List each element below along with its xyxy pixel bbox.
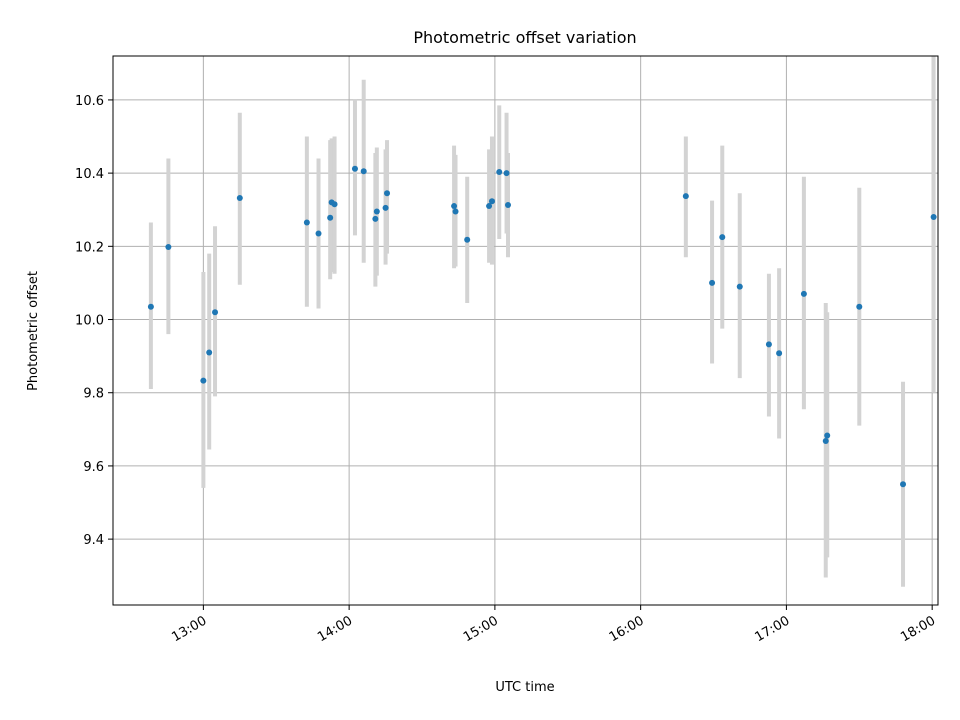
chart-title: Photometric offset variation: [413, 28, 636, 47]
data-point: [930, 214, 937, 221]
x-axis-label: UTC time: [495, 680, 554, 695]
data-point: [384, 190, 391, 197]
y-tick-label: 9.8: [83, 387, 104, 402]
data-point: [372, 215, 379, 222]
data-point: [351, 165, 358, 172]
data-point: [451, 203, 458, 210]
data-point: [709, 279, 716, 286]
data-point: [765, 341, 772, 348]
data-point: [331, 201, 338, 208]
y-tick-label: 10.4: [75, 167, 104, 182]
y-tick-label: 10.6: [75, 94, 104, 109]
data-point: [206, 349, 213, 356]
y-tick-label: 10.0: [75, 314, 104, 329]
data-point: [212, 309, 219, 316]
data-point: [503, 170, 510, 177]
data-point: [452, 208, 459, 215]
data-point: [856, 303, 863, 310]
y-tick-label: 9.4: [83, 533, 104, 548]
data-point: [486, 203, 493, 210]
data-point: [360, 168, 367, 175]
data-point: [736, 283, 743, 290]
data-point: [200, 377, 207, 384]
data-point: [900, 481, 907, 488]
data-point: [822, 438, 829, 445]
data-point: [776, 350, 783, 357]
data-point: [382, 204, 389, 211]
data-point: [303, 219, 310, 226]
data-point: [505, 201, 512, 208]
data-point: [719, 234, 726, 241]
data-point: [147, 303, 154, 310]
data-point: [165, 244, 172, 251]
data-point: [496, 169, 503, 176]
data-point: [682, 193, 689, 200]
y-axis-label: Photometric offset: [26, 271, 41, 391]
data-point: [373, 208, 380, 215]
data-point: [824, 432, 831, 439]
point-layer: [147, 165, 937, 488]
data-point: [315, 230, 322, 237]
plot-frame: [112, 55, 939, 606]
y-tick-label: 9.6: [83, 460, 104, 475]
data-point: [236, 195, 243, 202]
y-tick-label: 10.2: [75, 240, 104, 255]
data-point: [488, 198, 495, 205]
data-point: [464, 236, 471, 243]
data-point: [800, 290, 807, 297]
data-point: [327, 214, 334, 221]
